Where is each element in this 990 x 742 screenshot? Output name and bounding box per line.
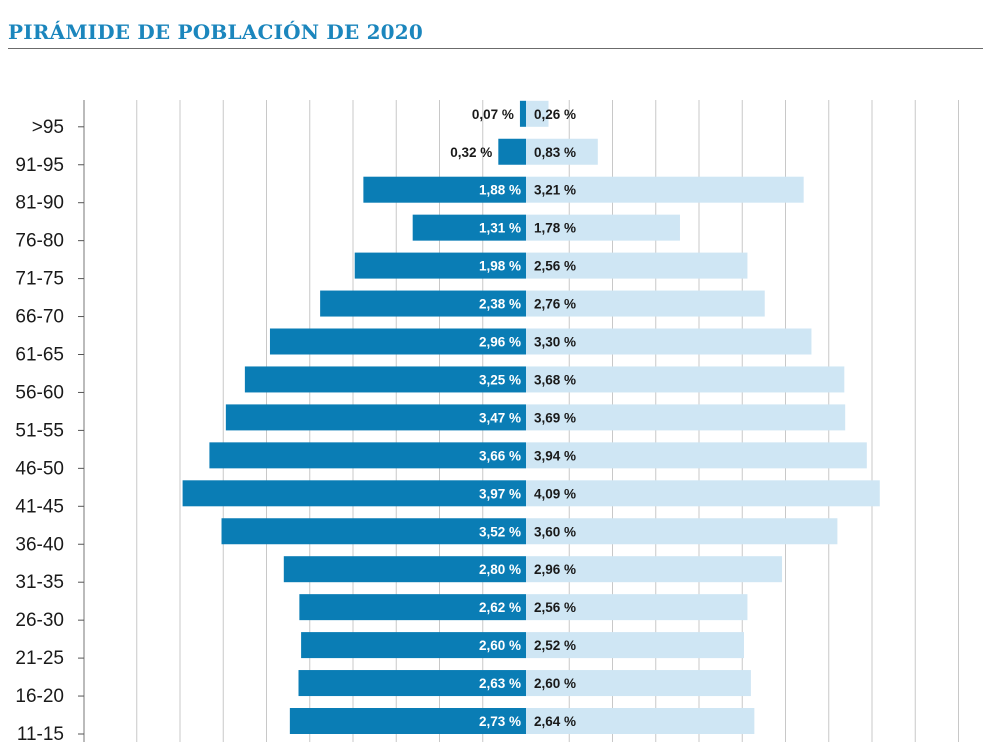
data-label-left: 3,52 % xyxy=(479,524,521,539)
bar-left xyxy=(182,480,526,507)
bar-left xyxy=(244,366,526,393)
bar-right xyxy=(526,100,549,127)
data-label-right: 2,96 % xyxy=(534,562,576,577)
data-label-right: 0,26 % xyxy=(534,107,576,122)
data-label-right: 3,68 % xyxy=(534,372,576,387)
bar-right xyxy=(526,252,748,279)
y-tick-label: 31-35 xyxy=(15,572,64,593)
y-tick-label: 26-30 xyxy=(15,610,64,631)
data-label-left: 3,47 % xyxy=(479,410,521,425)
bar-right xyxy=(526,138,598,165)
labels: 11-15 2,73 % 2,64 % 16-20 2,63 % 2,60 % 21-25 2… xyxy=(15,107,576,742)
data-label-right: 3,94 % xyxy=(534,448,576,463)
y-tick-label: 21-25 xyxy=(15,648,64,669)
data-label-left: 2,63 % xyxy=(479,676,521,691)
bar-right xyxy=(526,556,783,583)
y-tick-label: 51-55 xyxy=(15,420,64,441)
data-label-left: 2,96 % xyxy=(479,335,521,350)
y-tick-label: 71-75 xyxy=(15,269,64,290)
data-label-left: 2,62 % xyxy=(479,600,521,615)
bar-right xyxy=(526,442,867,469)
bar-right xyxy=(526,290,765,317)
bar-left xyxy=(225,404,526,431)
bar-left xyxy=(289,708,526,734)
data-label-left: 0,32 % xyxy=(450,145,492,160)
data-label-left: 2,73 % xyxy=(479,714,521,729)
bars xyxy=(182,100,880,734)
bar-left xyxy=(283,556,526,583)
bar-left xyxy=(269,328,526,355)
data-label-right: 2,60 % xyxy=(534,676,576,691)
bar-right xyxy=(526,366,845,393)
bar-right xyxy=(526,670,751,697)
data-label-right: 2,56 % xyxy=(534,600,576,615)
bar-right xyxy=(526,518,838,545)
bar-left xyxy=(363,176,526,203)
bar-left xyxy=(519,100,526,127)
data-label-right: 0,83 % xyxy=(534,145,576,160)
bar-left xyxy=(299,594,526,621)
bar-left xyxy=(298,670,526,697)
y-tick-label: >95 xyxy=(32,117,64,138)
y-tick-label: 91-95 xyxy=(15,155,64,176)
data-label-left: 3,97 % xyxy=(479,486,521,501)
data-label-right: 2,64 % xyxy=(534,714,576,729)
bar-left xyxy=(354,252,526,279)
data-label-left: 2,60 % xyxy=(479,638,521,653)
data-label-right: 2,52 % xyxy=(534,638,576,653)
data-label-right: 3,69 % xyxy=(534,410,576,425)
data-label-right: 2,76 % xyxy=(534,297,576,312)
y-tick-label: 46-50 xyxy=(15,458,64,479)
y-tick-label: 11-15 xyxy=(17,724,64,742)
data-label-left: 0,07 % xyxy=(472,107,514,122)
y-tick-label: 76-80 xyxy=(15,231,64,252)
bar-right xyxy=(526,176,804,203)
bar-right xyxy=(526,328,812,355)
data-label-right: 4,09 % xyxy=(534,486,576,501)
bar-right xyxy=(526,594,748,621)
y-tick-label: 81-90 xyxy=(15,193,64,214)
bar-right xyxy=(526,708,755,734)
data-label-right: 3,30 % xyxy=(534,335,576,350)
data-label-left: 1,88 % xyxy=(479,183,521,198)
bar-left xyxy=(221,518,526,545)
bar-right xyxy=(526,632,744,659)
bar-right xyxy=(526,480,880,507)
bar-left xyxy=(320,290,526,317)
data-label-left: 2,80 % xyxy=(479,562,521,577)
data-label-left: 3,66 % xyxy=(479,448,521,463)
data-label-left: 3,25 % xyxy=(479,372,521,387)
y-tick-label: 66-70 xyxy=(15,307,64,328)
data-label-right: 1,78 % xyxy=(534,221,576,236)
y-tick-label: 36-40 xyxy=(15,534,64,555)
bar-left xyxy=(301,632,526,659)
data-label-left: 1,98 % xyxy=(479,259,521,274)
title-divider xyxy=(8,48,983,49)
y-tick-label: 16-20 xyxy=(15,686,64,707)
bar-right xyxy=(526,214,680,241)
y-tick-label: 56-60 xyxy=(15,382,64,403)
data-label-left: 2,38 % xyxy=(479,297,521,312)
data-label-right: 2,56 % xyxy=(534,259,576,274)
y-tick-label: 61-65 xyxy=(15,345,64,366)
chart-title: PIRÁMIDE DE POBLACIÓN DE 2020 xyxy=(8,20,424,44)
bar-left xyxy=(498,138,526,165)
data-label-right: 3,60 % xyxy=(534,524,576,539)
bar-right xyxy=(526,404,846,431)
data-label-right: 3,21 % xyxy=(534,183,576,198)
y-tick-label: 41-45 xyxy=(15,496,64,517)
bar-left xyxy=(412,214,526,241)
bar-left xyxy=(209,442,526,469)
data-label-left: 1,31 % xyxy=(479,221,521,236)
